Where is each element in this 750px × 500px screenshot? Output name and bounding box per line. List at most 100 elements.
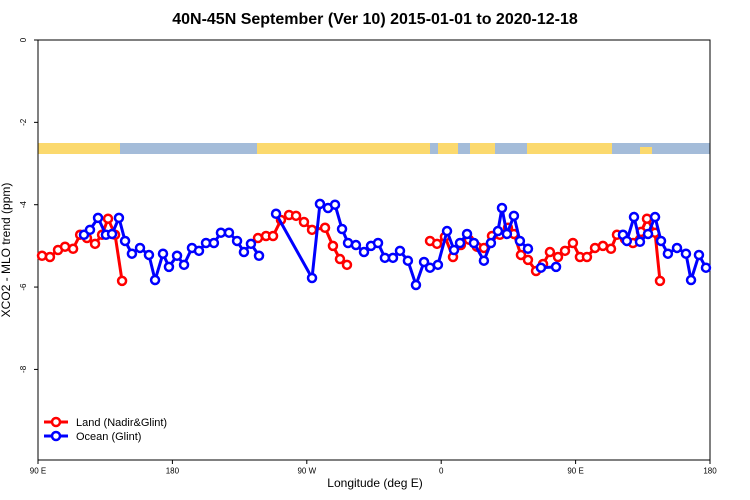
series-marker (379, 252, 391, 264)
series-marker (550, 261, 562, 273)
series-marker (680, 248, 692, 259)
series-marker (290, 210, 302, 222)
series-marker (245, 238, 257, 250)
series-marker (223, 227, 235, 238)
series-marker (544, 246, 556, 258)
series-marker (496, 202, 508, 214)
series-marker (654, 275, 666, 287)
series-marker (149, 274, 161, 286)
series-marker (358, 246, 370, 258)
series-marker (84, 224, 96, 236)
series-marker (432, 259, 444, 271)
series-marker (485, 237, 497, 249)
series-marker (208, 237, 220, 249)
series-marker (671, 242, 683, 254)
series-marker (372, 237, 384, 249)
series-marker (306, 272, 318, 284)
series-marker (193, 245, 205, 257)
series-marker (157, 248, 169, 259)
series-marker (215, 227, 227, 238)
series-marker (350, 239, 362, 251)
series (36, 209, 666, 287)
y-axis-label: XCO2 - MLO trend (ppm) (0, 183, 13, 318)
series-marker (119, 235, 131, 247)
series-marker (581, 251, 593, 263)
x-tick-label: 0 (439, 467, 444, 476)
series-marker (522, 254, 534, 266)
series-marker (515, 249, 527, 261)
series-marker (102, 213, 114, 224)
series-marker (334, 253, 346, 265)
series-marker (634, 236, 646, 248)
series-marker (394, 245, 406, 257)
series-marker (514, 235, 526, 247)
x-tick-label: 90 W (297, 467, 316, 476)
series-marker (448, 244, 460, 256)
series-marker (693, 249, 705, 261)
legend-marker (50, 416, 62, 428)
legend-label: Land (Nadir&Glint) (76, 417, 167, 429)
series-line (621, 211, 708, 281)
series-marker (700, 262, 712, 273)
series (78, 198, 712, 291)
series-marker (535, 262, 547, 273)
series-marker (134, 242, 146, 254)
series-marker (253, 250, 265, 262)
x-tick-label: 180 (166, 467, 180, 476)
series-marker (508, 210, 520, 222)
series-marker (336, 223, 348, 235)
series-marker (628, 211, 640, 223)
series-marker (106, 228, 118, 240)
y-tick-label: -6 (19, 283, 28, 291)
series-marker (410, 279, 422, 291)
series-marker (92, 212, 104, 224)
series-marker (238, 246, 250, 258)
series-marker (418, 256, 430, 268)
series-marker (113, 212, 125, 224)
series-marker (319, 222, 331, 234)
series-marker (461, 228, 473, 240)
series-marker (306, 224, 318, 236)
series-marker (522, 243, 534, 255)
series-marker (492, 225, 504, 237)
y-tick-label: -2 (19, 118, 28, 126)
series-marker (468, 237, 480, 249)
series-marker (116, 275, 128, 287)
series-marker (454, 237, 466, 249)
series-marker (567, 237, 579, 249)
series-marker (163, 261, 175, 273)
series-marker (67, 243, 79, 255)
series-marker (402, 255, 414, 266)
series-marker (552, 251, 564, 263)
legend-marker (50, 430, 62, 442)
series-marker (441, 225, 453, 237)
series-marker (621, 235, 633, 247)
series-marker (178, 259, 190, 271)
series-marker (605, 243, 617, 255)
series-line (429, 215, 662, 282)
series-marker (267, 230, 279, 242)
series-marker (270, 208, 282, 220)
y-tick-label: -8 (19, 365, 28, 373)
series-marker (341, 259, 353, 271)
x-tick-label: 90 E (30, 467, 46, 476)
series-marker (59, 241, 71, 252)
series-marker (431, 238, 443, 250)
series-marker (126, 248, 138, 259)
legend-item: Land (Nadir&Glint) (44, 416, 167, 429)
series-marker (298, 216, 310, 228)
series-marker (314, 198, 326, 210)
series-marker (501, 228, 513, 240)
series-marker (329, 199, 341, 210)
series-marker (44, 251, 56, 263)
series-marker (36, 250, 48, 262)
legend-label: Ocean (Glint) (76, 431, 141, 443)
series-marker (642, 228, 654, 240)
x-axis-label: Longitude (deg E) (327, 476, 422, 490)
series-marker (655, 235, 667, 247)
x-tick-label: 90 E (567, 467, 583, 476)
plot-frame (37, 39, 711, 461)
series-marker (597, 240, 609, 252)
series-marker (327, 240, 339, 252)
